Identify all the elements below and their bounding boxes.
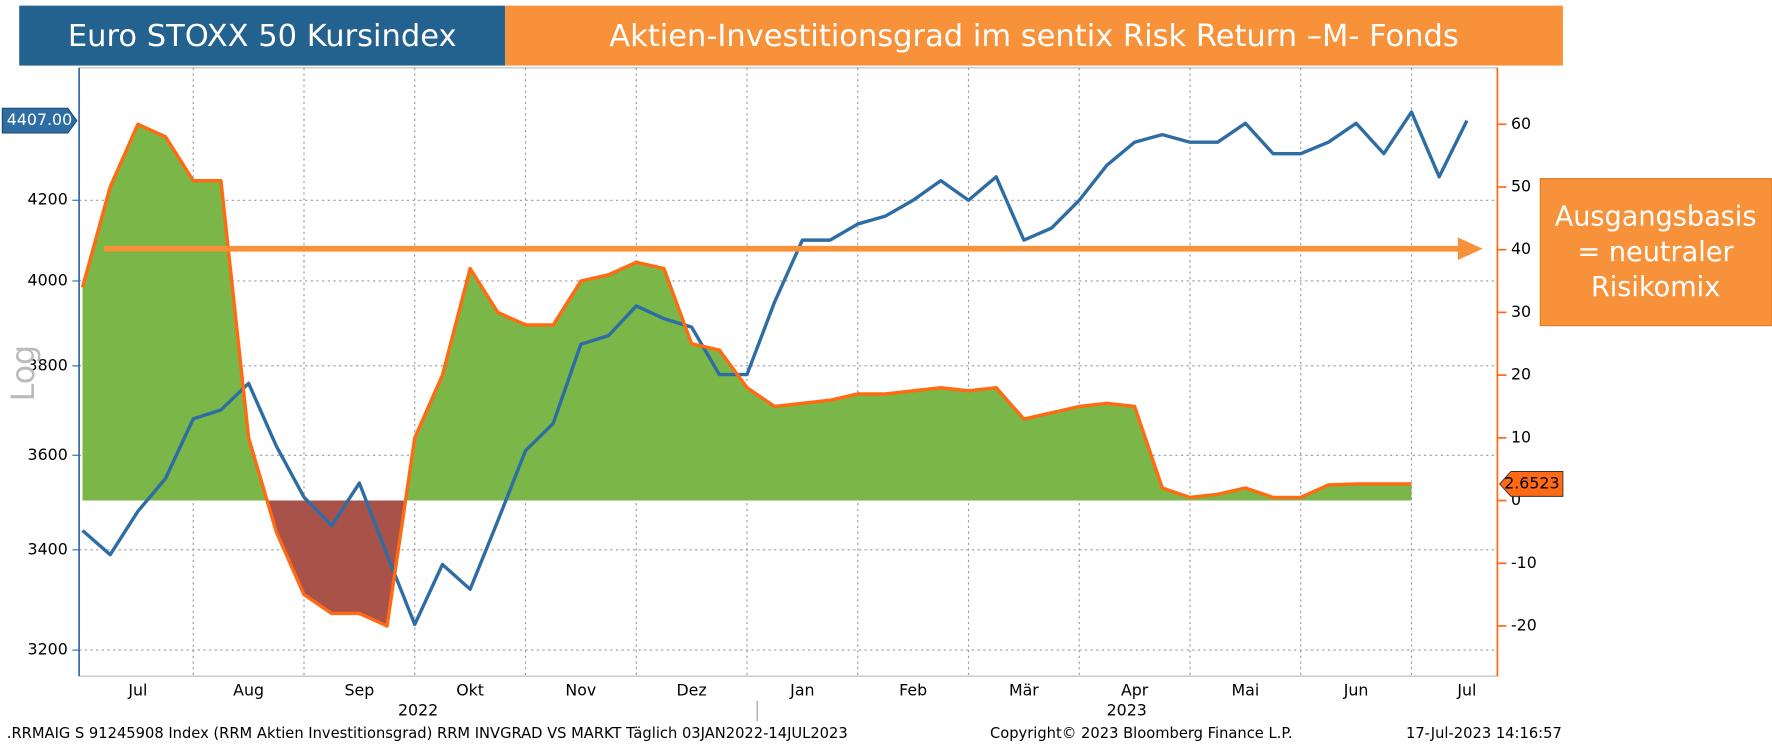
area-negative (82, 500, 1412, 626)
x-tick-label: Apr (1121, 680, 1149, 699)
title: Euro STOXX 50 Kursindex (68, 19, 457, 54)
x-tick-label: Feb (899, 680, 927, 699)
y2-tick-label: 0 (1511, 490, 1521, 509)
x-tick-label: Aug (233, 680, 264, 699)
x-tick-label: Jan (789, 680, 814, 699)
annotation: = neutraler (1578, 237, 1735, 268)
y2-tick-label: 50 (1511, 176, 1531, 195)
annotation: Ausgangsbasis (1555, 202, 1757, 233)
y-tick-label: 3800 (28, 355, 68, 374)
series-line (80, 122, 1412, 628)
plot-area: Jul Aug Sep Okt Nov Dez Jan Feb Mär Apr Mai Jun Jul 3… (28, 67, 1537, 699)
x-tick-label: Jul (127, 680, 147, 699)
y-tick-label: 3400 (28, 539, 68, 558)
y-tick-label: 4200 (28, 190, 68, 209)
x-tick-label: Jun (1343, 680, 1369, 699)
year-label: 2023 (1107, 701, 1147, 720)
title-box (505, 5, 1563, 66)
value-label: 4407.00 (7, 110, 72, 129)
y2-tick-label: 30 (1511, 302, 1531, 321)
value-tag (1499, 471, 1564, 497)
y-tick-label: 4000 (28, 270, 68, 289)
x-tick-label: Dez (677, 680, 707, 699)
x-tick-label: Okt (456, 680, 484, 699)
footer: Copyright© 2023 Bloomberg Finance L.P. (990, 725, 1293, 742)
x-tick-label: Jul (1456, 680, 1476, 699)
title: Aktien-Investitionsgrad im sentix Risk R… (609, 19, 1459, 54)
y2-tick-label: 10 (1511, 427, 1531, 446)
year-label: 2022 (398, 701, 438, 720)
y2-tick-label: -20 (1511, 615, 1537, 634)
y2-tick-label: 60 (1511, 114, 1531, 133)
y2-tick-label: 40 (1511, 239, 1531, 258)
x-tick-label: Mär (1009, 680, 1039, 699)
y2-tick-label: 20 (1511, 365, 1531, 384)
footer: 17-Jul-2023 14:16:57 (1406, 725, 1562, 742)
y-tick-label: 3200 (28, 640, 68, 659)
y-tick-label: 3600 (28, 445, 68, 464)
y-axis-label: Log (6, 345, 42, 402)
y2-tick-label: -10 (1511, 553, 1537, 572)
arrow-head (1457, 237, 1483, 261)
value-label: 2.6523 (1504, 473, 1559, 492)
series-line (81, 110, 1469, 627)
annotation-box (1539, 178, 1772, 327)
footer: .RRMAIG S 91245908 Index (RRM Aktien Inv… (7, 725, 848, 742)
x-tick-label: Nov (565, 680, 596, 699)
annotation: Risikomix (1591, 272, 1720, 303)
plot-frame (78, 67, 1498, 677)
x-tick-label: Sep (344, 680, 374, 699)
x-tick-label: Mai (1232, 680, 1260, 699)
title-box (19, 5, 506, 66)
value-tag (1, 107, 78, 134)
